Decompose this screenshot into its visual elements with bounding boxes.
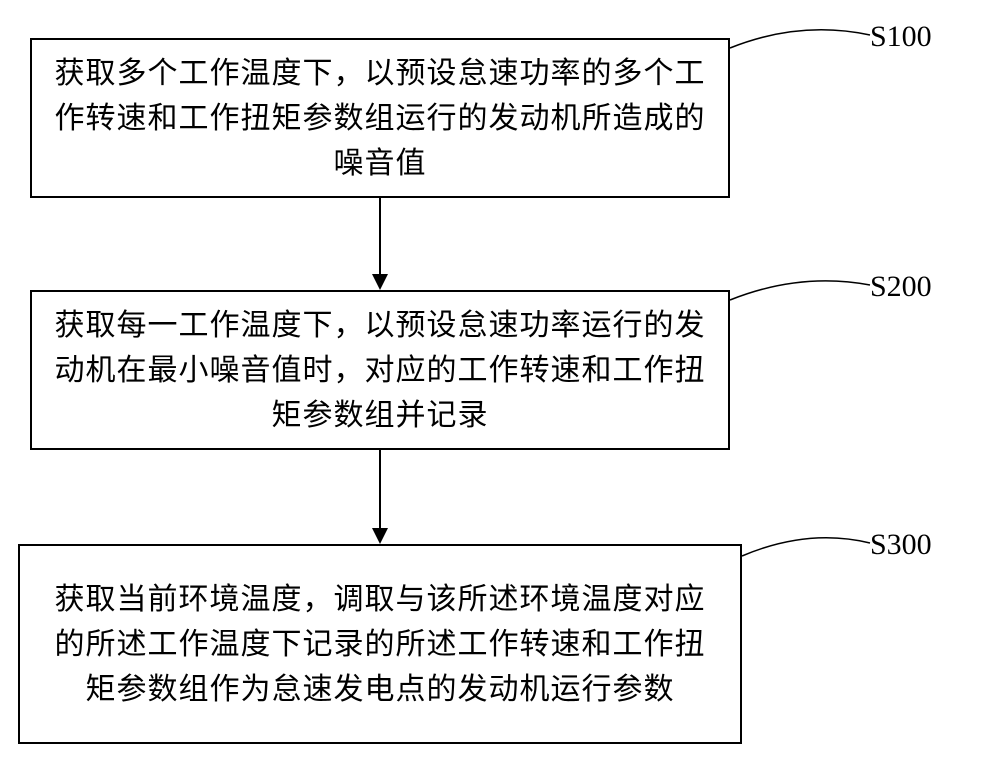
- step-text-s200: 获取每一工作温度下，以预设怠速功率运行的发动机在最小噪音值时，对应的工作转速和工…: [52, 303, 708, 438]
- step-box-s300: 获取当前环境温度，调取与该所述环境温度对应的所述工作温度下记录的所述工作转速和工…: [18, 544, 742, 744]
- step-label-s200: S200: [870, 270, 932, 304]
- step-label-s300: S300: [870, 528, 932, 562]
- step-box-s100: 获取多个工作温度下，以预设怠速功率的多个工作转速和工作扭矩参数组运行的发动机所造…: [30, 38, 730, 198]
- step-text-s100: 获取多个工作温度下，以预设怠速功率的多个工作转速和工作扭矩参数组运行的发动机所造…: [52, 51, 708, 186]
- flowchart-canvas: 获取多个工作温度下，以预设怠速功率的多个工作转速和工作扭矩参数组运行的发动机所造…: [0, 0, 1000, 777]
- step-text-s300: 获取当前环境温度，调取与该所述环境温度对应的所述工作温度下记录的所述工作转速和工…: [40, 577, 720, 712]
- step-label-s100: S100: [870, 20, 932, 54]
- step-box-s200: 获取每一工作温度下，以预设怠速功率运行的发动机在最小噪音值时，对应的工作转速和工…: [30, 290, 730, 450]
